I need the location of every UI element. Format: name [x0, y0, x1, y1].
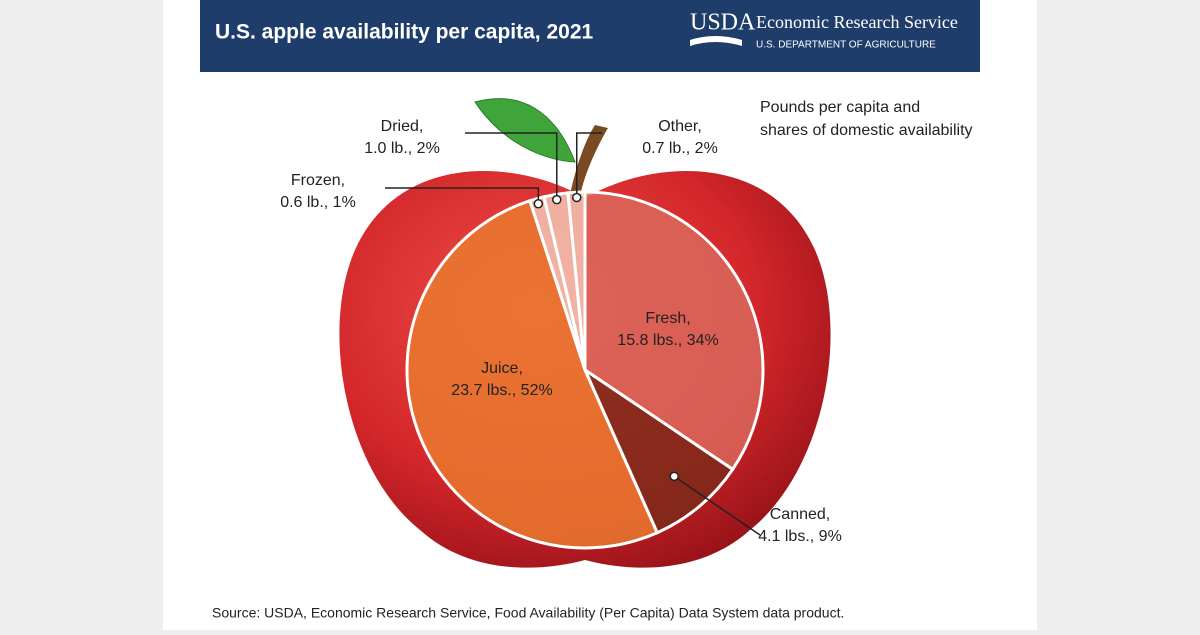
note: Pounds per capita and	[760, 99, 920, 116]
value-label: 15.8 lbs., 34%	[617, 332, 718, 349]
leader-line	[385, 187, 540, 204]
value-label: 0.7 lb., 2%	[642, 140, 718, 157]
stem	[570, 125, 608, 196]
value-label: 4.1 lbs., 9%	[758, 528, 842, 545]
source: Source: USDA, Economic Research Service,…	[212, 605, 844, 621]
title: U.S. apple availability per capita, 2021	[215, 21, 593, 44]
slice	[581, 365, 735, 535]
labels: Fresh, 15.8 lbs., 34% Canned, 4.1 lbs., 9% J…	[280, 118, 842, 545]
pie	[405, 190, 765, 550]
note: shares of domestic availability	[760, 122, 973, 139]
leader-dot	[533, 199, 544, 209]
value-label: 1.0 lb., 2%	[364, 140, 440, 157]
leaf	[474, 98, 576, 163]
leader-dot	[571, 192, 582, 203]
slice-label: Fresh,	[645, 310, 690, 327]
logo: USDA	[690, 10, 756, 36]
slice	[583, 190, 765, 472]
value-label: 0.6 lb., 1%	[280, 194, 356, 211]
leader-dot	[552, 194, 562, 205]
department: U.S. DEPARTMENT OF AGRICULTURE	[756, 40, 936, 51]
slice-label: Juice,	[481, 360, 523, 377]
agency: Economic Research Service	[756, 12, 958, 32]
leader-line	[465, 132, 558, 200]
header-band	[200, 0, 980, 72]
slice-label: Dried,	[381, 118, 424, 135]
slice-label: Other,	[658, 118, 702, 135]
leader-dot	[669, 471, 679, 482]
slice	[405, 198, 660, 550]
logo-mark	[690, 36, 742, 46]
leader-line	[673, 475, 761, 536]
slice-label: Canned,	[770, 506, 831, 523]
leader-line	[575, 132, 602, 198]
slice-label: Frozen,	[291, 172, 345, 189]
value-label: 23.7 lbs., 52%	[451, 382, 552, 399]
